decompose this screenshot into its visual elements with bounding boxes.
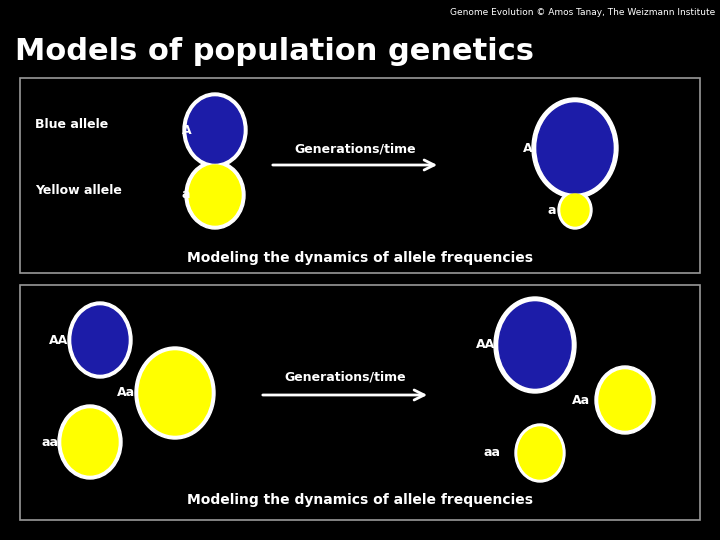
FancyArrowPatch shape [273, 160, 434, 170]
Ellipse shape [68, 302, 132, 378]
Text: Genome Evolution © Amos Tanay, The Weizmann Institute: Genome Evolution © Amos Tanay, The Weizm… [450, 8, 715, 17]
Ellipse shape [561, 194, 589, 226]
Ellipse shape [518, 427, 562, 479]
Ellipse shape [187, 97, 243, 163]
Text: a: a [181, 188, 190, 201]
Text: AA: AA [49, 334, 68, 347]
Text: Aa: Aa [572, 394, 590, 407]
Ellipse shape [62, 409, 118, 475]
FancyArrowPatch shape [263, 390, 424, 400]
Bar [20, 78, 700, 273]
Ellipse shape [515, 424, 565, 482]
Text: aa: aa [483, 447, 500, 460]
Text: aa: aa [41, 435, 58, 449]
Text: A: A [182, 124, 192, 137]
Ellipse shape [183, 93, 247, 167]
Ellipse shape [599, 370, 651, 430]
Text: a: a [547, 204, 556, 217]
Ellipse shape [189, 165, 241, 225]
Ellipse shape [537, 103, 613, 193]
Text: A: A [523, 141, 533, 154]
Text: Aa: Aa [117, 387, 135, 400]
Ellipse shape [185, 161, 245, 229]
Ellipse shape [72, 306, 128, 374]
Ellipse shape [595, 366, 655, 434]
Ellipse shape [558, 191, 592, 229]
Ellipse shape [139, 351, 211, 435]
Ellipse shape [499, 302, 571, 388]
Ellipse shape [532, 98, 618, 198]
Ellipse shape [135, 347, 215, 439]
Text: Generations/time: Generations/time [284, 370, 406, 383]
Ellipse shape [494, 297, 576, 393]
Text: Generations/time: Generations/time [294, 142, 416, 155]
Text: Yellow allele: Yellow allele [35, 184, 122, 197]
Text: Modeling the dynamics of allele frequencies: Modeling the dynamics of allele frequenc… [187, 493, 533, 507]
Text: Blue allele: Blue allele [35, 118, 108, 132]
Bar [20, 285, 700, 520]
Ellipse shape [58, 405, 122, 479]
Text: AA: AA [476, 339, 495, 352]
Text: Models of population genetics: Models of population genetics [15, 37, 534, 66]
Text: Modeling the dynamics of allele frequencies: Modeling the dynamics of allele frequenc… [187, 251, 533, 265]
